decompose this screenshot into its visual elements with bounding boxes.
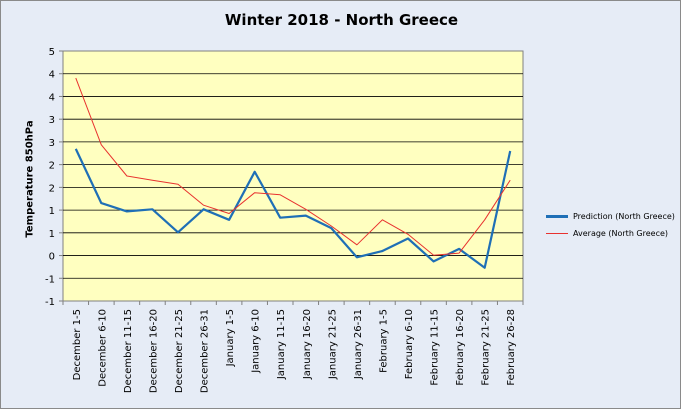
x-tick-label: December 11-15 <box>123 309 134 393</box>
legend-swatch-average <box>546 233 568 234</box>
legend: Prediction (North Greece) Average (North… <box>546 208 675 242</box>
x-tick-label: January 21-25 <box>327 309 338 380</box>
x-tick-label: January 16-20 <box>302 309 313 380</box>
x-tick-labels: December 1-5 December 6-10 December 11-15 D… <box>63 301 523 393</box>
y-tick-labels: 5 4 4 3 3 2 2 1 1 0 -1 -1 <box>45 47 55 308</box>
y-tick-label: -1 <box>45 297 55 308</box>
legend-item-prediction: Prediction (North Greece) <box>546 208 675 225</box>
y-tick-label: 3 <box>49 115 55 126</box>
y-tick-label: 4 <box>49 70 55 81</box>
x-tick-label: February 26-28 <box>506 309 517 386</box>
y-tick-label: 0 <box>49 252 55 263</box>
y-tick-label: 2 <box>49 161 55 172</box>
x-tick-label: February 21-25 <box>481 309 492 386</box>
y-tick-label: 1 <box>49 229 55 240</box>
x-tick-label: January 1-5 <box>225 309 236 367</box>
x-tick-label: January 6-10 <box>251 309 262 374</box>
x-tick-label: February 6-10 <box>404 309 415 379</box>
x-tick-label: January 11-15 <box>276 309 287 380</box>
y-tick-label: 5 <box>49 47 55 58</box>
y-tick-label: -1 <box>45 274 55 285</box>
x-tick-label: December 1-5 <box>72 309 83 380</box>
x-tick-label: January 26-31 <box>353 309 364 380</box>
legend-item-average: Average (North Greece) <box>546 225 675 242</box>
legend-label-prediction: Prediction (North Greece) <box>573 212 675 221</box>
x-tick-label: February 16-20 <box>455 309 466 386</box>
x-tick-label: December 21-25 <box>174 309 185 393</box>
x-tick-label: December 26-31 <box>200 309 211 393</box>
legend-label-average: Average (North Greece) <box>573 229 668 238</box>
y-tick-label: 4 <box>49 92 55 103</box>
x-tick-label: December 16-20 <box>148 309 159 393</box>
y-tick-label: 3 <box>49 138 55 149</box>
y-tick-label: 2 <box>49 183 55 194</box>
x-tick-label: December 6-10 <box>97 309 108 387</box>
y-tick-label: 1 <box>49 206 55 217</box>
x-tick-label: February 11-15 <box>430 309 441 386</box>
legend-swatch-prediction <box>546 215 568 218</box>
plot-area <box>63 51 523 301</box>
x-tick-label: February 1-5 <box>378 309 389 373</box>
